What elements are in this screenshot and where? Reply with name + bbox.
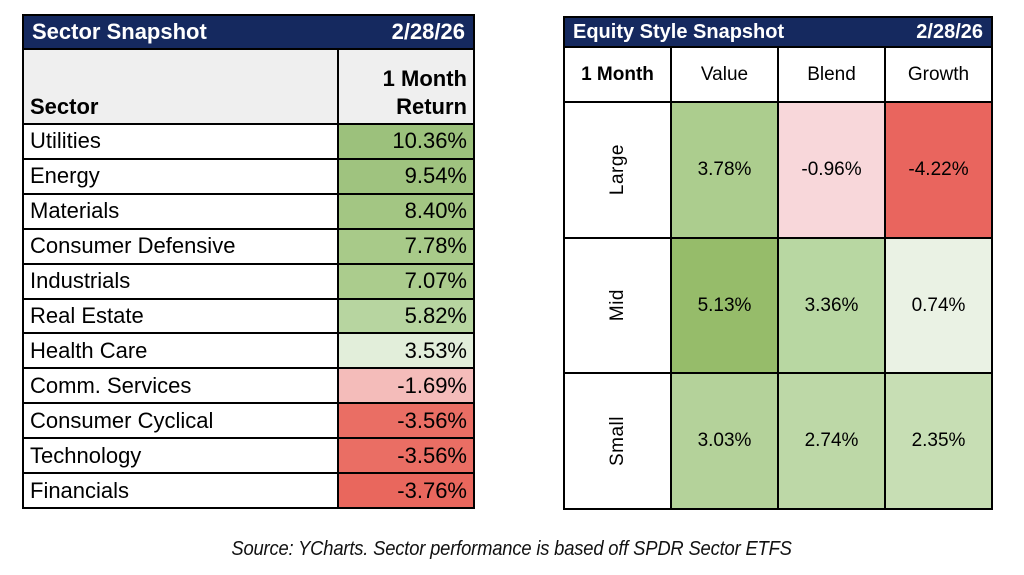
row-label-small: Small (565, 374, 672, 509)
table-row: Financials -3.76% (24, 474, 473, 507)
table-row: Real Estate 5.82% (24, 299, 473, 335)
table-row: Utilities 10.36% (24, 125, 473, 160)
sector-name-cell: Consumer Defensive (24, 229, 339, 263)
style-cell-mid-growth: 0.74% (886, 238, 991, 373)
column-header-blend: Blend (779, 48, 886, 101)
table-row-mid: Mid 5.13% 3.36% 0.74% (565, 238, 991, 375)
return-value-cell: -3.56% (339, 439, 473, 473)
sector-table-title: Sector Snapshot (32, 19, 207, 44)
corner-header-1-month: 1 Month (565, 48, 672, 101)
return-value-cell: 3.53% (339, 334, 473, 368)
return-value-cell: 10.36% (339, 125, 473, 158)
style-cell-large-growth: -4.22% (886, 103, 991, 237)
style-cell-mid-value: 5.13% (672, 238, 779, 373)
column-header-return: 1 Month Return (339, 50, 473, 123)
table-row: Consumer Defensive 7.78% (24, 229, 473, 265)
row-label-text: Large (606, 144, 628, 196)
table-row: Comm. Services -1.69% (24, 369, 473, 405)
sector-table-date: 2/28/26 (391, 19, 465, 44)
style-table-body: Large 3.78% -0.96% -4.22% Mid 5.13% 3.36… (565, 103, 991, 509)
sector-name-cell: Real Estate (24, 299, 339, 333)
return-value-cell: 7.07% (339, 264, 473, 298)
table-row: Energy 9.54% (24, 159, 473, 195)
sector-name-cell: Financials (24, 474, 339, 507)
table-row: Industrials 7.07% (24, 264, 473, 300)
column-header-return-line1: 1 Month (382, 66, 467, 91)
return-value-cell: 5.82% (339, 299, 473, 333)
row-label-text: Small (606, 416, 628, 467)
column-header-growth: Growth (907, 63, 970, 85)
column-header-sector: Sector (24, 50, 339, 123)
return-value-cell: 7.78% (339, 229, 473, 263)
return-value-cell: -3.76% (339, 474, 473, 507)
sector-name-cell: Technology (24, 439, 339, 473)
table-row-small: Small 3.03% 2.74% 2.35% (565, 374, 991, 509)
sector-name-cell: Industrials (24, 264, 339, 298)
style-table-title: Equity Style Snapshot (573, 20, 785, 43)
return-value-cell: 8.40% (339, 194, 473, 228)
sector-snapshot-table: Sector Snapshot 2/28/26 Sector 1 Month R… (22, 14, 475, 509)
sector-name-cell: Materials (24, 194, 339, 228)
sector-table-column-headers: Sector 1 Month Return (24, 50, 473, 125)
table-row: Technology -3.56% (24, 439, 473, 475)
sector-name-cell: Health Care (24, 334, 339, 368)
style-table-header-bar: Equity Style Snapshot 2/28/26 (565, 18, 991, 48)
style-table-date: 2/28/26 (916, 20, 983, 43)
table-row: Health Care 3.53% (24, 334, 473, 370)
sector-name-cell: Comm. Services (24, 369, 339, 403)
equity-style-snapshot-table: Equity Style Snapshot 2/28/26 1 Month Va… (563, 16, 993, 510)
style-cell-small-blend: 2.74% (779, 374, 886, 509)
table-row-large: Large 3.78% -0.96% -4.22% (565, 103, 991, 239)
return-value-cell: -1.69% (339, 369, 473, 403)
column-header-value: Value (672, 48, 779, 101)
style-cell-small-value: 3.03% (672, 374, 779, 509)
source-footnote: Source: YCharts. Sector performance is b… (0, 538, 1024, 561)
return-value-cell: 9.54% (339, 159, 473, 193)
style-cell-small-growth: 2.35% (886, 374, 991, 509)
style-cell-mid-blend: 3.36% (779, 238, 886, 373)
return-value-cell: -3.56% (339, 404, 473, 438)
row-label-text: Mid (606, 289, 628, 322)
sector-table-body: Utilities 10.36% Energy 9.54% Materials … (24, 125, 473, 507)
column-header-return-line2: Return (396, 93, 467, 119)
sector-name-cell: Energy (24, 159, 339, 193)
table-row: Consumer Cyclical -3.56% (24, 404, 473, 440)
style-cell-large-value: 3.78% (672, 103, 779, 237)
source-footnote-text: Source: YCharts. Sector performance is b… (231, 538, 793, 560)
style-cell-large-blend: -0.96% (779, 103, 886, 237)
row-label-large: Large (565, 103, 672, 237)
style-table-column-headers: 1 Month Value Blend Growth (565, 48, 991, 103)
sector-name-cell: Consumer Cyclical (24, 404, 339, 438)
sector-table-header-bar: Sector Snapshot 2/28/26 (24, 16, 473, 50)
row-label-mid: Mid (565, 238, 672, 373)
sector-name-cell: Utilities (24, 125, 339, 158)
table-row: Materials 8.40% (24, 194, 473, 230)
